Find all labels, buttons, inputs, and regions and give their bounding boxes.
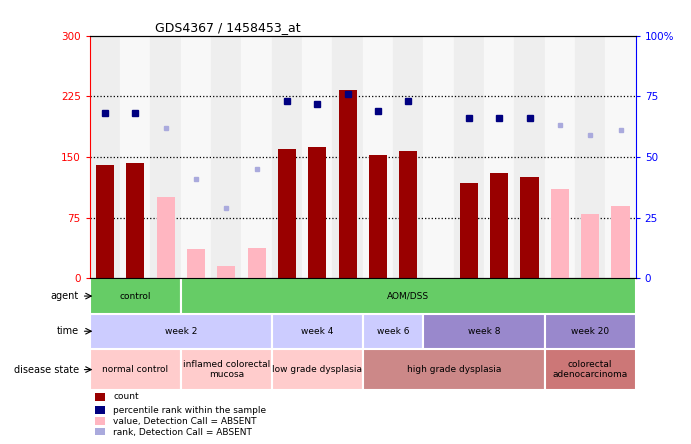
Bar: [575, 36, 605, 278]
Bar: [363, 349, 545, 390]
Bar: [551, 190, 569, 278]
Text: high grade dysplasia: high grade dysplasia: [406, 365, 501, 374]
Bar: [363, 36, 393, 278]
Bar: [302, 36, 332, 278]
Bar: [363, 313, 424, 349]
Bar: [545, 313, 636, 349]
Bar: [181, 36, 211, 278]
Bar: [484, 36, 514, 278]
Text: percentile rank within the sample: percentile rank within the sample: [113, 405, 267, 415]
Bar: [211, 36, 241, 278]
Bar: [120, 36, 151, 278]
Bar: [612, 206, 630, 278]
Bar: [399, 151, 417, 278]
Bar: [605, 36, 636, 278]
Text: week 4: week 4: [301, 327, 334, 336]
Text: GDS4367 / 1458453_at: GDS4367 / 1458453_at: [155, 21, 301, 34]
Bar: [490, 173, 509, 278]
Bar: [369, 155, 387, 278]
Text: week 6: week 6: [377, 327, 409, 336]
Bar: [96, 165, 114, 278]
Text: week 2: week 2: [164, 327, 197, 336]
Bar: [339, 90, 357, 278]
Bar: [272, 349, 363, 390]
Bar: [95, 417, 105, 425]
Text: value, Detection Call = ABSENT: value, Detection Call = ABSENT: [113, 417, 257, 426]
Text: rank, Detection Call = ABSENT: rank, Detection Call = ABSENT: [113, 428, 252, 437]
Text: control: control: [120, 292, 151, 301]
Bar: [90, 349, 181, 390]
Bar: [514, 36, 545, 278]
Bar: [151, 36, 181, 278]
Text: normal control: normal control: [102, 365, 169, 374]
Text: agent: agent: [50, 291, 79, 301]
Text: colorectal
adenocarcinoma: colorectal adenocarcinoma: [553, 360, 628, 379]
Bar: [241, 36, 272, 278]
Bar: [90, 313, 272, 349]
Bar: [581, 214, 599, 278]
Bar: [181, 349, 272, 390]
Bar: [181, 278, 636, 313]
Text: disease state: disease state: [14, 365, 79, 375]
Bar: [90, 278, 181, 313]
Bar: [157, 198, 175, 278]
Bar: [187, 249, 205, 278]
Bar: [454, 36, 484, 278]
Bar: [126, 163, 144, 278]
Bar: [272, 36, 302, 278]
Text: week 20: week 20: [571, 327, 609, 336]
Bar: [424, 36, 454, 278]
Bar: [308, 147, 326, 278]
Bar: [90, 36, 120, 278]
Text: week 8: week 8: [468, 327, 500, 336]
Text: time: time: [57, 326, 79, 336]
Text: AOM/DSS: AOM/DSS: [387, 292, 429, 301]
Text: count: count: [113, 392, 139, 401]
Text: inflamed colorectal
mucosa: inflamed colorectal mucosa: [182, 360, 270, 379]
Bar: [545, 349, 636, 390]
Bar: [278, 149, 296, 278]
Bar: [95, 406, 105, 414]
Bar: [95, 428, 105, 436]
Bar: [424, 313, 545, 349]
Bar: [545, 36, 575, 278]
Bar: [272, 313, 363, 349]
Bar: [332, 36, 363, 278]
Bar: [460, 183, 478, 278]
Bar: [95, 392, 105, 400]
Bar: [393, 36, 424, 278]
Bar: [247, 248, 266, 278]
Bar: [217, 266, 236, 278]
Text: low grade dysplasia: low grade dysplasia: [272, 365, 362, 374]
Bar: [520, 177, 539, 278]
